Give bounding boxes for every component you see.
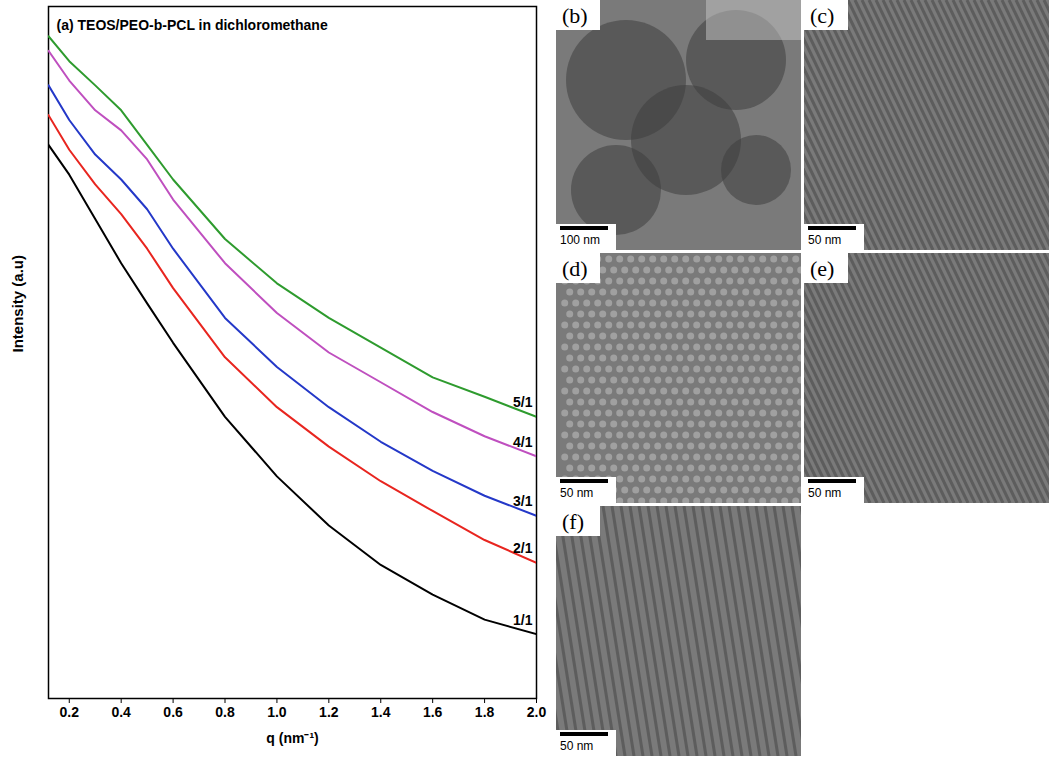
svg-text:0.6: 0.6	[163, 704, 183, 720]
svg-text:2/1: 2/1	[513, 540, 533, 556]
svg-text:50 nm: 50 nm	[560, 486, 593, 500]
svg-text:1.2: 1.2	[319, 704, 339, 720]
svg-text:0.8: 0.8	[215, 704, 235, 720]
svg-text:1.8: 1.8	[475, 704, 495, 720]
svg-text:(e): (e)	[810, 256, 834, 281]
svg-text:1.0: 1.0	[267, 704, 287, 720]
svg-text:1.6: 1.6	[423, 704, 443, 720]
svg-text:4/1: 4/1	[513, 434, 533, 450]
svg-text:(d): (d)	[562, 256, 588, 281]
svg-text:3/1: 3/1	[513, 493, 533, 509]
svg-text:q (nm⁻¹): q (nm⁻¹)	[266, 730, 318, 746]
svg-text:(a) TEOS/PEO-b-PCL in dichloro: (a) TEOS/PEO-b-PCL in dichloromethane	[57, 17, 328, 33]
svg-text:0.2: 0.2	[60, 704, 80, 720]
svg-text:0.4: 0.4	[111, 704, 131, 720]
svg-text:50 nm: 50 nm	[808, 486, 841, 500]
svg-text:2.0: 2.0	[527, 704, 547, 720]
svg-text:50 nm: 50 nm	[808, 233, 841, 247]
svg-text:(c): (c)	[810, 3, 834, 28]
svg-text:1/1: 1/1	[513, 612, 533, 628]
svg-text:1.4: 1.4	[371, 704, 391, 720]
svg-text:Intensity (a.u): Intensity (a.u)	[9, 255, 26, 353]
svg-text:(f): (f)	[562, 509, 584, 534]
svg-text:100 nm: 100 nm	[560, 233, 600, 247]
svg-text:50 nm: 50 nm	[560, 739, 593, 753]
svg-text:(b): (b)	[562, 3, 588, 28]
svg-text:5/1: 5/1	[513, 394, 533, 410]
